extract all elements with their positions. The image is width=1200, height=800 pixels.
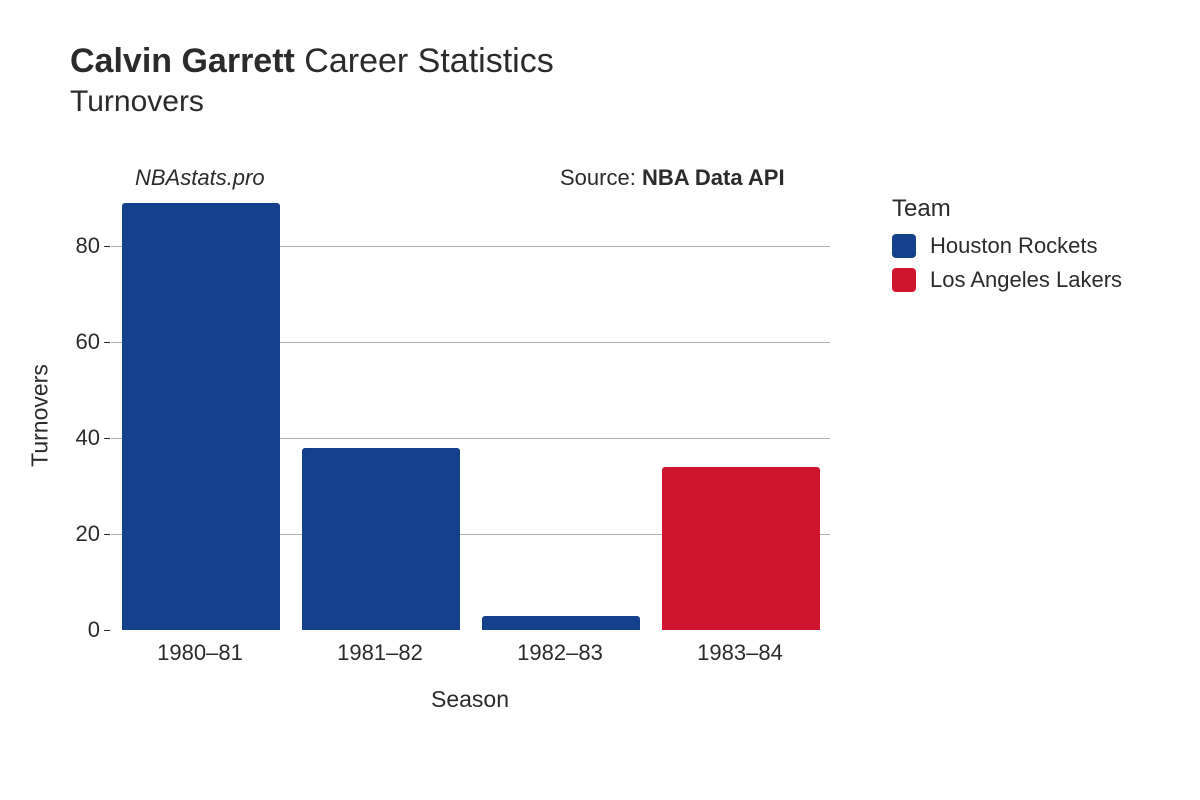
y-tick-mark xyxy=(104,438,110,439)
legend: Team Houston Rockets Los Angeles Lakers xyxy=(892,195,1122,301)
chart-title-block: Calvin Garrett Career Statistics Turnove… xyxy=(70,42,554,119)
legend-swatch xyxy=(892,234,916,258)
x-tick-label: 1981–82 xyxy=(337,640,423,666)
y-tick-mark xyxy=(104,246,110,247)
y-tick-mark xyxy=(104,630,110,631)
y-tick-mark xyxy=(104,342,110,343)
x-tick-label: 1980–81 xyxy=(157,640,243,666)
title-name: Calvin Garrett xyxy=(70,42,295,80)
y-tick-label: 20 xyxy=(64,521,100,547)
y-tick-mark xyxy=(104,534,110,535)
bar xyxy=(482,616,640,630)
legend-item: Los Angeles Lakers xyxy=(892,267,1122,293)
plot-area xyxy=(110,198,830,630)
x-axis-label: Season xyxy=(420,686,520,713)
chart-subtitle: Turnovers xyxy=(70,85,554,119)
legend-label: Los Angeles Lakers xyxy=(930,267,1122,293)
bar xyxy=(662,467,820,630)
source-label: Source: NBA Data API xyxy=(560,165,785,191)
watermark: NBAstats.pro xyxy=(135,165,265,191)
y-tick-label: 0 xyxy=(64,617,100,643)
legend-item: Houston Rockets xyxy=(892,233,1122,259)
source-name: NBA Data API xyxy=(642,165,785,190)
title-suffix: Career Statistics xyxy=(295,42,554,80)
source-prefix: Source: xyxy=(560,165,642,190)
x-tick-label: 1982–83 xyxy=(517,640,603,666)
legend-swatch xyxy=(892,268,916,292)
bar xyxy=(302,448,460,630)
y-tick-label: 60 xyxy=(64,329,100,355)
chart-title: Calvin Garrett Career Statistics xyxy=(70,42,554,81)
legend-title: Team xyxy=(892,195,1122,223)
x-tick-label: 1983–84 xyxy=(697,640,783,666)
bar xyxy=(122,203,280,630)
y-tick-label: 40 xyxy=(64,425,100,451)
y-tick-label: 80 xyxy=(64,233,100,259)
legend-label: Houston Rockets xyxy=(930,233,1098,259)
y-axis-label: Turnovers xyxy=(27,356,54,476)
